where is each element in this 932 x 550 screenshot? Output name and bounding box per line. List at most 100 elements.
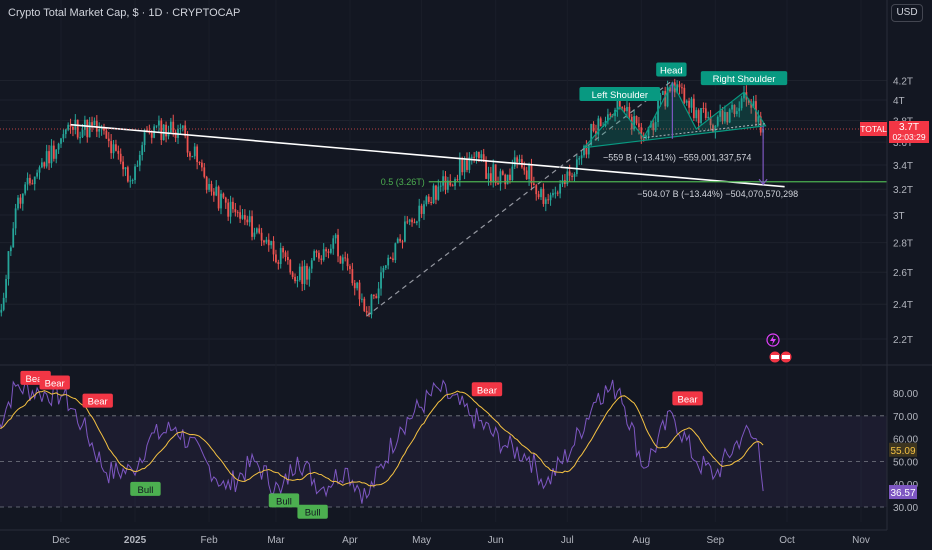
- candle: [463, 156, 466, 180]
- candle-body: [585, 146, 588, 155]
- candle-body: [158, 120, 160, 126]
- neckline: [643, 123, 766, 139]
- time-tick-label: Jul: [561, 535, 574, 546]
- candle: [535, 183, 538, 201]
- candle-body: [201, 162, 203, 168]
- candle-body: [647, 127, 650, 136]
- candle: [60, 137, 62, 148]
- candle: [423, 200, 425, 220]
- candle-body: [167, 132, 170, 137]
- candle: [733, 104, 736, 118]
- candle-body: [415, 221, 418, 223]
- candle: [499, 168, 502, 191]
- time-tick-label: May: [412, 535, 431, 546]
- candle-body: [339, 256, 342, 264]
- candle: [435, 184, 437, 205]
- candle: [372, 294, 375, 300]
- candle-body: [435, 185, 437, 200]
- candle-body: [740, 98, 743, 109]
- currency-button[interactable]: USD: [891, 4, 923, 22]
- candle-body: [17, 197, 19, 209]
- candle-body: [666, 86, 669, 107]
- candle-body: [654, 122, 657, 131]
- candle-body: [733, 104, 736, 114]
- candle-body: [217, 186, 220, 209]
- candle-body: [399, 238, 402, 242]
- candle-body: [702, 108, 705, 110]
- candle: [267, 233, 270, 252]
- candle-body: [98, 128, 101, 132]
- candle: [31, 179, 34, 185]
- candle: [461, 156, 464, 176]
- candle-body: [504, 174, 507, 185]
- measure-arrowhead: [758, 178, 768, 186]
- price-tick-label: 3.4T: [893, 161, 913, 172]
- candle-body: [382, 267, 385, 273]
- candle: [497, 176, 499, 186]
- candle: [270, 240, 273, 249]
- candle: [286, 250, 289, 265]
- flash-icon-ring: [766, 333, 780, 347]
- candle: [418, 198, 421, 228]
- candle-body: [532, 183, 535, 186]
- bear-signal-text: Bear: [678, 394, 698, 405]
- bear-signal-text: Bear: [88, 397, 108, 408]
- candle-body: [69, 124, 72, 127]
- symbol-title[interactable]: Crypto Total Market Cap, $ · 1D · CRYPTO…: [8, 7, 241, 19]
- candle: [740, 95, 743, 111]
- candle: [79, 131, 82, 144]
- candlestick-series[interactable]: [0, 78, 765, 361]
- right-shoulder-label-bg: [700, 71, 788, 86]
- candle-body: [661, 91, 664, 96]
- candle: [427, 193, 430, 205]
- candle: [468, 152, 471, 174]
- price-tick-label: 4T: [893, 96, 905, 107]
- candle: [537, 190, 540, 200]
- candle-body: [356, 282, 359, 289]
- candle: [351, 262, 354, 286]
- rsi-series[interactable]: [0, 379, 764, 504]
- candle: [719, 104, 722, 122]
- candle: [501, 169, 504, 176]
- candle: [141, 141, 144, 161]
- candle: [735, 107, 738, 117]
- candle-body: [396, 238, 399, 244]
- candle: [724, 105, 726, 124]
- candle: [76, 119, 79, 140]
- bull-signal-bg: [130, 481, 161, 496]
- candle-body: [571, 175, 573, 177]
- candle: [14, 203, 17, 236]
- candle-body: [623, 107, 626, 112]
- candle-body: [67, 124, 70, 130]
- candle: [709, 110, 712, 131]
- candle-body: [690, 98, 693, 108]
- candle: [134, 163, 136, 184]
- candle: [57, 142, 60, 154]
- time-axis[interactable]: Dec 2025 Feb Mar Apr May Jun Jul Aug Sep Oct Nov: [0, 529, 887, 546]
- candle-body: [134, 166, 136, 180]
- flash-icon-bolt: [770, 335, 776, 345]
- candle-body: [454, 179, 456, 186]
- candle: [246, 215, 249, 226]
- candle-body: [719, 110, 722, 117]
- candle: [50, 139, 53, 168]
- bear-signal-text: Bear: [45, 378, 65, 389]
- candle-body: [26, 177, 29, 185]
- candle-body: [341, 257, 344, 264]
- candle-body: [458, 158, 461, 181]
- candle: [88, 117, 91, 138]
- overlay-labels[interactable]: Left Shoulder Head Right Shoulder 3.7T02:03…: [20, 62, 929, 519]
- candle-body: [205, 176, 208, 190]
- bear-signal-bg: [39, 375, 70, 390]
- candle-body: [277, 262, 280, 264]
- candle-body: [544, 199, 547, 204]
- candle-body: [664, 91, 667, 107]
- candle: [688, 97, 690, 115]
- candle: [516, 155, 519, 169]
- candle: [413, 218, 416, 224]
- drawings[interactable]: 0.5 (3.26T) −559 B (−13.41%) −559,001,337…: [0, 80, 887, 317]
- candle-body: [275, 254, 277, 263]
- candle: [5, 274, 7, 303]
